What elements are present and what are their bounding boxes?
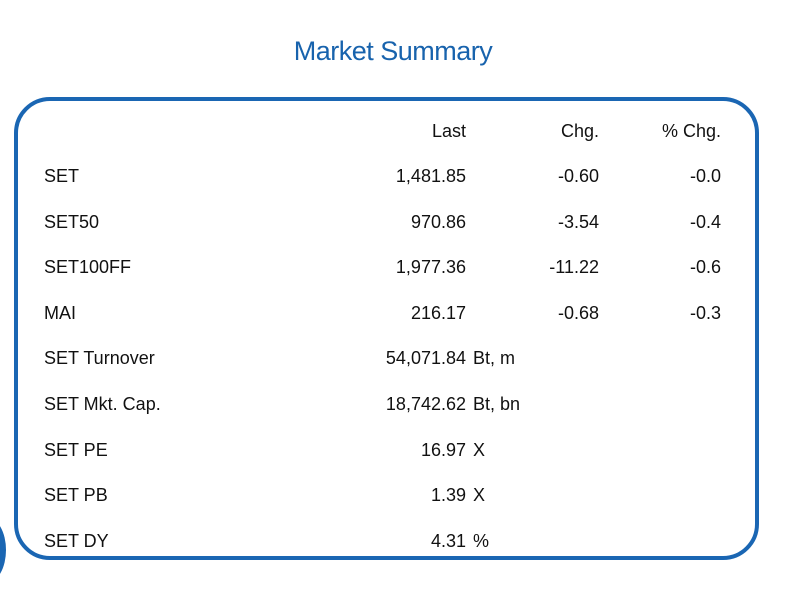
last-value: 1,481.85	[395, 166, 466, 186]
row-label: SET DY	[44, 530, 109, 551]
column-header: % Chg.	[661, 121, 721, 141]
decor-circle	[0, 518, 6, 582]
last-value: 4.31	[430, 530, 466, 551]
unit: %	[473, 530, 490, 551]
pct-change-value: -0.4	[689, 211, 721, 232]
row-label: SET100FF	[44, 257, 132, 278]
row-label: SET Turnover	[44, 348, 155, 369]
row-label: SET PE	[44, 439, 108, 460]
change-value: -3.54	[557, 211, 599, 232]
unit: Bt, bn	[473, 394, 521, 414]
title: Market Summary	[293, 36, 493, 66]
unit: X	[473, 439, 486, 460]
change-value: -0.60	[557, 166, 599, 186]
last-value: 1,977.36	[395, 257, 466, 278]
row-label: SET	[44, 166, 80, 186]
pct-change-value: -0.6	[689, 257, 721, 278]
unit: Bt, m	[473, 348, 516, 369]
table-frame	[14, 97, 759, 560]
last-value: 216.17	[410, 302, 466, 323]
row-label: SET PB	[44, 485, 108, 506]
last-value: 970.86	[410, 211, 466, 232]
column-header: Last	[431, 121, 466, 141]
last-value: 18,742.62	[385, 394, 466, 414]
change-value: -11.22	[549, 257, 599, 278]
row-label: SET50	[44, 211, 100, 232]
unit: X	[473, 485, 486, 506]
pct-change-value: -0.3	[689, 302, 721, 323]
column-header: Chg.	[560, 121, 599, 141]
row-label: SET Mkt. Cap.	[44, 394, 161, 414]
last-value: 54,071.84	[385, 348, 466, 369]
last-value: 1.39	[430, 485, 466, 506]
change-value: -0.68	[557, 302, 599, 323]
row-label: MAI	[44, 302, 77, 323]
last-value: 16.97	[420, 439, 466, 460]
pct-change-value: -0.0	[689, 166, 721, 186]
